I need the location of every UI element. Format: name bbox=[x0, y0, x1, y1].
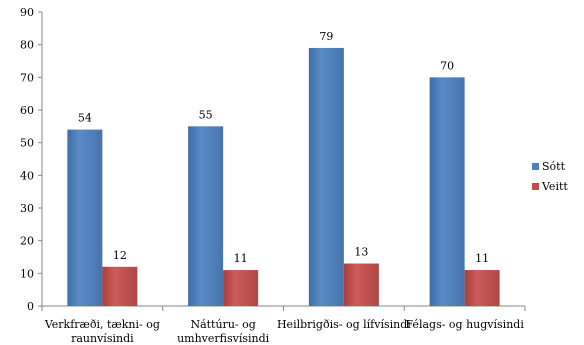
data-label: 11 bbox=[234, 252, 248, 265]
x-category-label-line: Náttúru- og bbox=[190, 318, 255, 331]
x-category-label: Félags- og hugvísindi bbox=[405, 318, 524, 331]
x-category-label-line: Verkfræði, tækni- og bbox=[44, 318, 160, 331]
legend-swatch bbox=[532, 183, 539, 190]
bar-series2 bbox=[343, 263, 379, 306]
x-category-label: Verkfræði, tækni- og raunvísindi bbox=[44, 318, 160, 345]
x-category-label: Heilbrigðis- og lífvísindi bbox=[277, 318, 411, 331]
x-category-label-line: umhverfisvísindi bbox=[177, 332, 270, 345]
bar-series1 bbox=[188, 126, 224, 306]
y-tick-label: 50 bbox=[20, 137, 34, 150]
y-tick-label: 60 bbox=[20, 104, 34, 117]
bar-series1 bbox=[67, 129, 103, 306]
x-category-label-line: Félags- og hugvísindi bbox=[405, 318, 524, 331]
y-tick-label: 80 bbox=[20, 39, 34, 52]
y-tick-label: 10 bbox=[20, 267, 34, 280]
x-category-label-line: Heilbrigðis- og lífvísindi bbox=[277, 318, 411, 331]
y-tick-label: 70 bbox=[20, 71, 34, 84]
data-label: 54 bbox=[78, 112, 92, 125]
bar-series1 bbox=[429, 77, 465, 306]
data-label: 55 bbox=[199, 108, 213, 121]
y-tick-label: 30 bbox=[20, 202, 34, 215]
bar-series2 bbox=[464, 270, 500, 306]
data-label: 79 bbox=[319, 30, 333, 43]
y-tick-label: 0 bbox=[27, 300, 34, 313]
x-category-label: Náttúru- og umhverfisvísindi bbox=[177, 318, 270, 345]
y-tick-label: 20 bbox=[20, 235, 34, 248]
bar-series2 bbox=[223, 270, 259, 306]
legend-label: Veitt bbox=[541, 180, 568, 193]
y-tick-label: 90 bbox=[20, 6, 34, 19]
bar-series1 bbox=[308, 47, 344, 306]
x-category-label-line: raunvísindi bbox=[71, 332, 134, 345]
data-label: 11 bbox=[475, 252, 489, 265]
data-label: 13 bbox=[354, 246, 368, 259]
data-label: 70 bbox=[440, 59, 454, 72]
legend-swatch bbox=[532, 163, 539, 170]
y-tick-label: 40 bbox=[20, 169, 34, 182]
data-label: 12 bbox=[113, 249, 127, 262]
legend-label: Sótt bbox=[542, 160, 566, 173]
bar-series2 bbox=[102, 266, 138, 306]
